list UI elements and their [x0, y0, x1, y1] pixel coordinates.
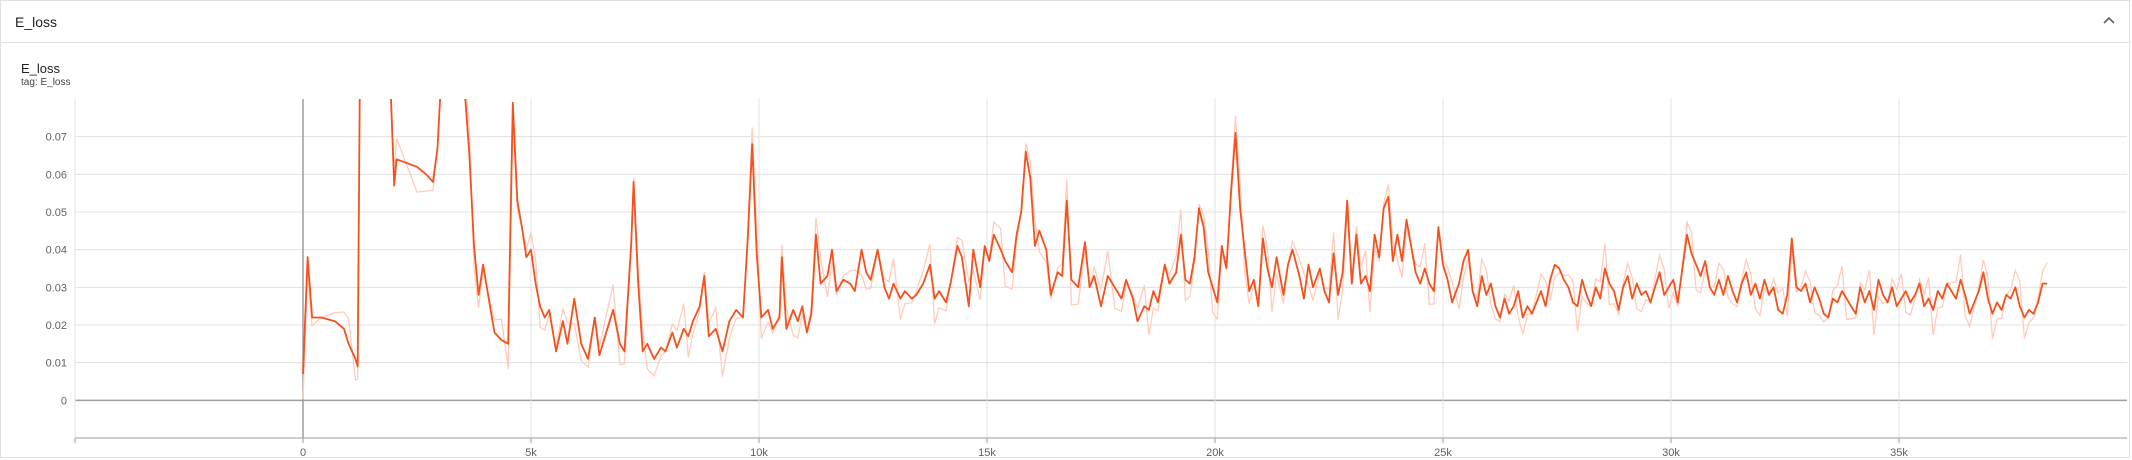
chart-title: E_loss — [21, 61, 61, 76]
x-tick-label: 30k — [1662, 447, 1680, 459]
series-line[interactable] — [302, 61, 2048, 375]
series-raw-line — [302, 99, 2048, 400]
series-group — [302, 61, 2048, 400]
y-tick-label: 0.05 — [46, 207, 67, 219]
y-tick-label: 0.06 — [46, 169, 67, 181]
x-tick-label: 10k — [750, 447, 768, 459]
card-title: E_loss — [15, 14, 58, 30]
y-tick-label: 0.01 — [46, 358, 67, 370]
y-tick-label: 0.03 — [46, 282, 67, 294]
y-tick-label: 0.07 — [46, 132, 67, 144]
chart-tag: tag: E_loss — [21, 77, 71, 88]
x-tick-label: 25k — [1434, 447, 1452, 459]
x-tick-label: 15k — [978, 447, 996, 459]
card-header[interactable]: E_loss — [1, 1, 2131, 43]
x-tick-label: 0 — [300, 447, 306, 459]
y-tick-label: 0.04 — [46, 245, 67, 257]
x-tick-label: 5k — [525, 447, 537, 459]
chevron-up-icon[interactable] — [2097, 9, 2121, 33]
x-tick-label: 35k — [1890, 447, 1908, 459]
x-tick-label: 20k — [1206, 447, 1224, 459]
y-tick-label: 0.02 — [46, 320, 67, 332]
y-tick-label: 0 — [61, 395, 67, 407]
chevron-up-glyph — [2103, 16, 2115, 24]
